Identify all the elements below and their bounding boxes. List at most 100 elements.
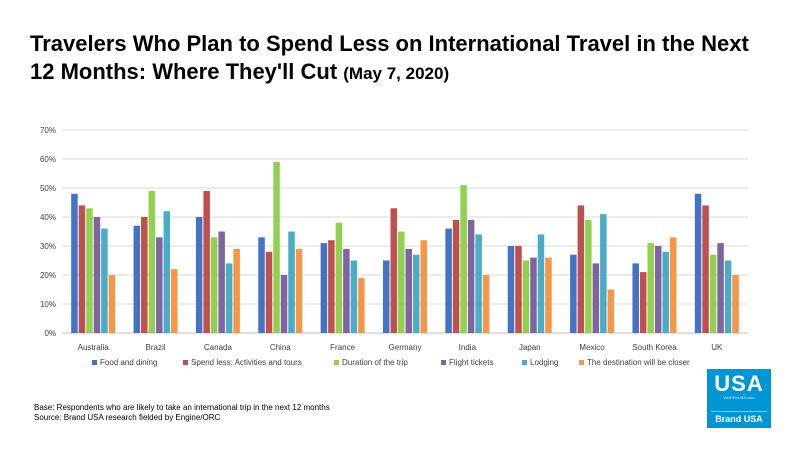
legend-swatch	[183, 360, 188, 365]
bar	[141, 217, 148, 333]
bar	[460, 185, 467, 333]
bar	[398, 231, 405, 333]
bar	[405, 248, 412, 333]
bar	[320, 243, 328, 333]
legend-swatch	[92, 360, 97, 365]
bar	[732, 275, 739, 333]
y-tick-label: 0%	[44, 329, 56, 338]
brand-usa-logo: USA VisitTheUSA.com Brand USA	[707, 369, 771, 428]
bar	[233, 248, 240, 333]
bar	[288, 231, 295, 333]
bar	[482, 275, 490, 333]
legend-label: Flight tickets	[449, 358, 493, 367]
source-note: Source: Brand USA research fielded by En…	[34, 413, 221, 422]
bar	[225, 263, 233, 333]
bar	[218, 231, 225, 333]
bar	[78, 205, 86, 333]
y-tick-label: 70%	[40, 126, 56, 135]
legend-label: Duration of the trip	[342, 358, 408, 367]
bar	[203, 190, 210, 333]
bar	[585, 219, 592, 333]
x-tick-label: China	[270, 343, 291, 352]
bar	[195, 217, 203, 333]
legend-swatch	[522, 360, 527, 365]
chart-title: Travelers Who Plan to Spend Less on Inte…	[30, 30, 770, 88]
legend-label: The destination will be closer	[587, 358, 690, 367]
bar	[335, 222, 343, 333]
bar	[515, 246, 522, 333]
bar	[694, 193, 702, 333]
bar	[702, 205, 709, 333]
y-tick-label: 40%	[40, 213, 56, 222]
bar	[148, 190, 156, 333]
bar	[577, 205, 585, 333]
bar	[156, 237, 163, 333]
legend-swatch	[579, 360, 584, 365]
bar	[537, 234, 545, 333]
x-tick-label: France	[330, 343, 355, 352]
bar	[647, 243, 654, 333]
logo-url: VisitTheUSA.com	[723, 395, 755, 400]
bar	[452, 219, 460, 333]
bar	[669, 237, 677, 333]
x-tick-label: Mexico	[579, 343, 605, 352]
bar	[639, 272, 647, 333]
y-tick-label: 60%	[40, 155, 56, 164]
bar	[210, 237, 218, 333]
bar	[86, 208, 93, 333]
bar	[445, 228, 452, 333]
bar	[607, 289, 615, 333]
x-tick-label: Brazil	[146, 343, 166, 352]
bar	[522, 260, 530, 333]
logo-usa-text: USA	[714, 371, 764, 396]
title-main: Travelers Who Plan to Spend Less on Inte…	[30, 31, 749, 84]
bar	[632, 263, 639, 333]
x-tick-label: Canada	[204, 343, 233, 352]
bar	[475, 234, 482, 333]
bar	[413, 254, 420, 333]
legend-swatch	[334, 360, 339, 365]
bar	[724, 260, 732, 333]
bar	[350, 260, 358, 333]
bar	[108, 275, 116, 333]
y-tick-label: 30%	[40, 242, 56, 251]
y-tick-label: 20%	[40, 271, 56, 280]
bar	[592, 263, 600, 333]
x-tick-label: Australia	[78, 343, 110, 352]
footnotes: Base: Respondents who are likely to take…	[34, 403, 330, 423]
bar	[265, 251, 273, 333]
bar	[93, 217, 101, 333]
bar	[163, 211, 171, 333]
bar	[545, 257, 552, 333]
bar	[383, 260, 390, 333]
legend-label: Food and dining	[100, 358, 157, 367]
bar	[467, 219, 475, 333]
bar	[358, 277, 365, 333]
x-tick-label: India	[459, 343, 477, 352]
bar	[71, 193, 78, 333]
bar	[101, 228, 108, 333]
bar	[530, 257, 537, 333]
bar	[662, 251, 669, 333]
legend-label: Lodging	[530, 358, 558, 367]
x-tick-label: South Korea	[632, 343, 677, 352]
bar	[295, 248, 303, 333]
legend-swatch	[441, 360, 446, 365]
bar	[570, 254, 577, 333]
bar	[709, 254, 717, 333]
base-note: Base: Respondents who are likely to take…	[34, 403, 330, 412]
bar	[273, 161, 280, 333]
bar	[600, 214, 607, 333]
y-tick-label: 50%	[40, 184, 56, 193]
bar	[390, 208, 397, 333]
x-tick-label: Japan	[519, 343, 541, 352]
bar	[717, 243, 724, 333]
legend-label: Spend less: Activities and tours	[191, 358, 302, 367]
y-tick-label: 10%	[40, 300, 56, 309]
x-tick-label: UK	[711, 343, 723, 352]
x-tick-label: Germany	[389, 343, 422, 352]
bar	[420, 240, 427, 333]
bar	[654, 246, 662, 333]
bar	[328, 240, 335, 333]
bar	[133, 225, 141, 333]
